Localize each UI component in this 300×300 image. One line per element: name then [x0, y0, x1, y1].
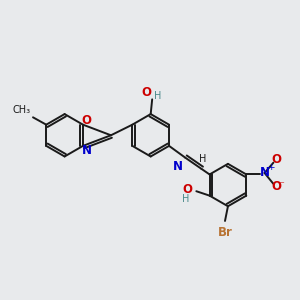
- Text: ⁻: ⁻: [278, 181, 284, 190]
- Text: H: H: [154, 92, 161, 101]
- Text: O: O: [182, 183, 192, 196]
- Text: O: O: [271, 153, 281, 166]
- Text: O: O: [82, 114, 92, 127]
- Text: N: N: [260, 167, 270, 179]
- Text: N: N: [173, 160, 183, 173]
- Text: N: N: [82, 144, 92, 157]
- Text: H: H: [182, 194, 189, 204]
- Text: O: O: [142, 86, 152, 99]
- Text: H: H: [199, 154, 206, 164]
- Text: Br: Br: [218, 226, 232, 239]
- Text: O: O: [271, 180, 281, 193]
- Text: CH₃: CH₃: [13, 105, 31, 115]
- Text: +: +: [267, 164, 274, 172]
